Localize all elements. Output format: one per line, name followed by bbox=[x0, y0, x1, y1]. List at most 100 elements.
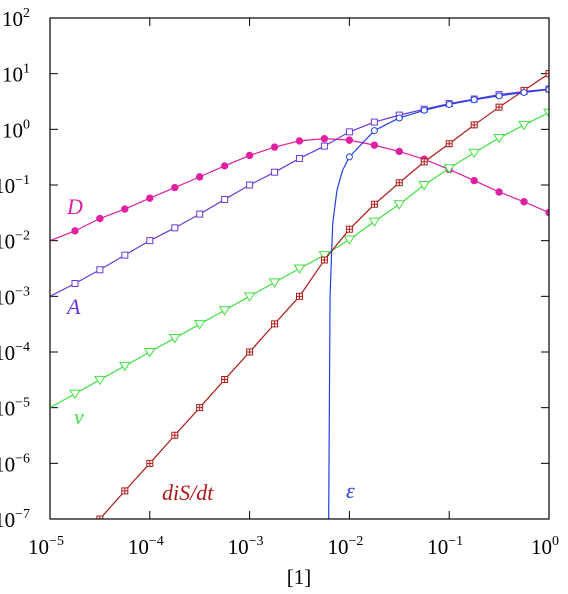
marker bbox=[93, 375, 106, 386]
marker bbox=[295, 154, 303, 162]
marker bbox=[118, 361, 131, 372]
x-tick-label: 10−2 bbox=[327, 534, 363, 559]
marker bbox=[146, 459, 154, 467]
marker bbox=[468, 148, 481, 159]
marker bbox=[445, 140, 453, 148]
marker bbox=[395, 179, 403, 187]
y-tick-label: 10−2 bbox=[0, 229, 30, 254]
x-tick-label: 100 bbox=[531, 534, 559, 559]
marker bbox=[221, 195, 229, 203]
marker bbox=[246, 181, 254, 189]
marker bbox=[345, 128, 353, 136]
marker bbox=[146, 194, 154, 202]
marker bbox=[470, 121, 478, 129]
marker bbox=[545, 85, 549, 93]
marker bbox=[193, 320, 206, 330]
y-tick-label: 10−5 bbox=[0, 396, 30, 421]
series-label: ε bbox=[346, 478, 355, 503]
marker bbox=[520, 198, 528, 206]
marker bbox=[245, 151, 254, 160]
y-tick-label: 10−7 bbox=[0, 507, 30, 532]
y-tick-label: 10−1 bbox=[0, 173, 30, 198]
plot-frame bbox=[49, 17, 550, 520]
marker bbox=[370, 127, 378, 135]
series-line bbox=[328, 88, 549, 519]
marker bbox=[243, 292, 256, 302]
series-label: ν bbox=[74, 404, 84, 429]
marker bbox=[293, 264, 306, 274]
marker bbox=[368, 217, 381, 228]
marker bbox=[271, 168, 279, 176]
marker bbox=[295, 137, 304, 145]
marker bbox=[195, 173, 204, 181]
marker bbox=[143, 348, 156, 358]
marker bbox=[345, 153, 353, 161]
marker bbox=[168, 334, 181, 344]
marker bbox=[71, 280, 79, 288]
x-tick-label: 10−3 bbox=[228, 534, 264, 559]
marker bbox=[196, 404, 204, 412]
marker bbox=[495, 92, 503, 100]
y-tick-label: 10−4 bbox=[0, 340, 30, 365]
marker bbox=[246, 348, 254, 356]
marker bbox=[220, 162, 229, 170]
marker bbox=[493, 133, 505, 144]
plot bbox=[50, 70, 549, 519]
marker bbox=[69, 389, 81, 400]
marker bbox=[518, 120, 530, 131]
marker bbox=[96, 266, 104, 274]
marker bbox=[445, 100, 453, 108]
marker bbox=[443, 164, 456, 174]
marker bbox=[345, 225, 353, 233]
marker bbox=[268, 278, 281, 288]
x-tick-label: 10−4 bbox=[128, 534, 164, 559]
marker bbox=[96, 214, 104, 223]
marker bbox=[221, 376, 229, 384]
marker bbox=[121, 251, 129, 259]
marker bbox=[146, 237, 154, 245]
marker bbox=[470, 176, 478, 185]
series-label: A bbox=[65, 294, 81, 319]
y-tick-label: 10−3 bbox=[0, 284, 30, 309]
marker bbox=[495, 188, 503, 196]
x-tick-label: 10−5 bbox=[28, 534, 64, 559]
marker bbox=[343, 235, 356, 245]
marker bbox=[420, 158, 428, 166]
marker bbox=[196, 210, 204, 218]
marker bbox=[171, 431, 179, 439]
series-label: D bbox=[66, 194, 83, 219]
marker bbox=[495, 103, 503, 111]
y-tick-label: 102 bbox=[2, 6, 30, 31]
marker bbox=[345, 136, 354, 144]
marker bbox=[295, 292, 303, 300]
marker bbox=[520, 88, 528, 96]
marker bbox=[420, 106, 428, 114]
marker bbox=[270, 143, 279, 151]
marker bbox=[171, 183, 179, 192]
marker bbox=[271, 320, 279, 328]
marker bbox=[543, 108, 549, 119]
x-tick-label: 10−1 bbox=[427, 534, 463, 559]
marker bbox=[395, 114, 403, 122]
marker bbox=[320, 134, 329, 143]
marker bbox=[320, 142, 328, 150]
y-tick-label: 101 bbox=[2, 62, 30, 87]
marker bbox=[545, 70, 549, 78]
marker bbox=[393, 200, 406, 210]
marker bbox=[96, 515, 104, 519]
marker bbox=[320, 256, 328, 264]
marker bbox=[121, 487, 129, 495]
marker bbox=[370, 141, 379, 149]
marker bbox=[171, 224, 179, 232]
marker bbox=[395, 147, 403, 156]
marker bbox=[318, 251, 331, 261]
marker bbox=[418, 181, 431, 191]
x-axis-label: [1] bbox=[287, 565, 312, 589]
marker bbox=[71, 227, 79, 235]
marker bbox=[370, 118, 378, 126]
series-label: diS/dt bbox=[162, 480, 214, 505]
marker bbox=[218, 306, 231, 316]
y-tick-label: 100 bbox=[2, 117, 30, 142]
marker bbox=[470, 96, 478, 104]
